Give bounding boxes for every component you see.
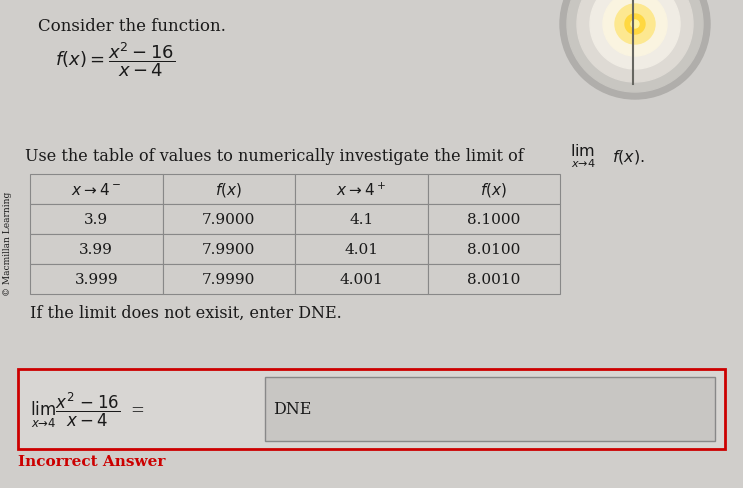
Text: 7.9000: 7.9000 (202, 213, 256, 226)
Bar (163, 235, 295, 264)
Bar (163, 175, 295, 204)
Bar (427, 264, 560, 294)
Bar (163, 204, 295, 235)
Text: 4.001: 4.001 (340, 272, 383, 286)
Bar (295, 235, 427, 264)
Text: 8.0100: 8.0100 (467, 243, 520, 257)
Text: 7.9900: 7.9900 (202, 243, 256, 257)
Text: If the limit does not exisit, enter DNE.: If the limit does not exisit, enter DNE. (30, 305, 342, 321)
Ellipse shape (625, 15, 645, 35)
Ellipse shape (590, 0, 680, 70)
Text: 3.999: 3.999 (74, 272, 118, 286)
Text: $f(x)$: $f(x)$ (480, 181, 507, 199)
Ellipse shape (577, 0, 693, 83)
Text: Use the table of values to numerically investigate the limit of: Use the table of values to numerically i… (25, 148, 524, 164)
Ellipse shape (631, 21, 639, 29)
Text: 8.0010: 8.0010 (467, 272, 520, 286)
Text: 3.99: 3.99 (80, 243, 113, 257)
Text: $\lim_{x \to 4} \dfrac{x^2 - 16}{x - 4}$  =: $\lim_{x \to 4} \dfrac{x^2 - 16}{x - 4}$… (30, 389, 145, 429)
Bar (295, 175, 427, 204)
Text: $x \to 4^-$: $x \to 4^-$ (71, 182, 121, 198)
Ellipse shape (615, 5, 655, 45)
Bar (30, 204, 163, 235)
Ellipse shape (603, 0, 667, 57)
Text: $f(x)$: $f(x)$ (215, 181, 242, 199)
Text: 4.1: 4.1 (349, 213, 374, 226)
Text: 3.9: 3.9 (84, 213, 108, 226)
Text: $x \to 4^+$: $x \to 4^+$ (337, 181, 386, 198)
Text: Consider the function.: Consider the function. (38, 18, 226, 35)
Bar (427, 204, 560, 235)
Text: $\lim_{x \to 4}$: $\lim_{x \to 4}$ (570, 142, 595, 170)
Bar (163, 264, 295, 294)
Text: 7.9990: 7.9990 (202, 272, 256, 286)
Bar (30, 235, 163, 264)
Bar (427, 235, 560, 264)
Text: 4.01: 4.01 (344, 243, 378, 257)
Bar (30, 175, 163, 204)
Bar (18, 369, 725, 449)
Text: Incorrect Answer: Incorrect Answer (18, 454, 166, 468)
Text: $f(x).$: $f(x).$ (612, 148, 645, 165)
Text: 8.1000: 8.1000 (467, 213, 520, 226)
Bar (295, 204, 427, 235)
Bar (295, 264, 427, 294)
Text: © Macmillan Learning: © Macmillan Learning (4, 191, 13, 296)
Ellipse shape (560, 0, 710, 100)
Bar (265, 377, 715, 441)
Bar (30, 264, 163, 294)
Text: $f(x) = \dfrac{x^2 - 16}{x - 4}$: $f(x) = \dfrac{x^2 - 16}{x - 4}$ (55, 40, 175, 79)
Text: DNE: DNE (273, 401, 311, 418)
Ellipse shape (567, 0, 703, 93)
Bar (427, 175, 560, 204)
